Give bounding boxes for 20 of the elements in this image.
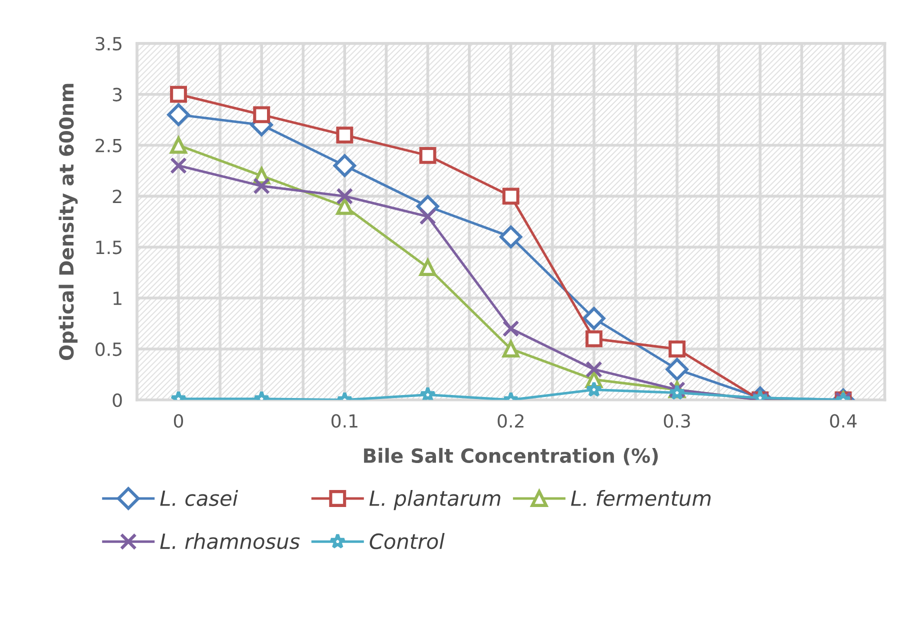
legend-label: L. plantarum [369,490,500,510]
x-tick-label: 0.3 [664,414,690,428]
y-tick-label: 0 [112,393,122,408]
y-tick-label: 1.5 [96,240,122,254]
x-tick-label: 0.4 [830,414,857,428]
y-tick-label: 2 [112,190,122,204]
y-tick-label: 3.5 [96,36,122,51]
x-tick-label: 0.1 [332,414,358,428]
y-tick-label: 1 [114,292,122,305]
x-tick-label: 0.2 [498,414,524,428]
x-tick-label: 0 [174,414,184,428]
y-tick-label: 3 [112,88,122,102]
legend-label: L. fermentum [571,490,711,506]
y-axis-title: Optical Density at 600nm [58,84,78,360]
legend-label: L. casei [160,490,238,506]
legend-label: Control [370,533,445,550]
y-tick-label: 2.5 [96,138,122,152]
legend-label: L. rhamnosus [160,533,300,550]
x-axis-title: Bile Salt Concentration (%) [364,448,658,466]
y-tick-label: 0.5 [96,342,122,356]
